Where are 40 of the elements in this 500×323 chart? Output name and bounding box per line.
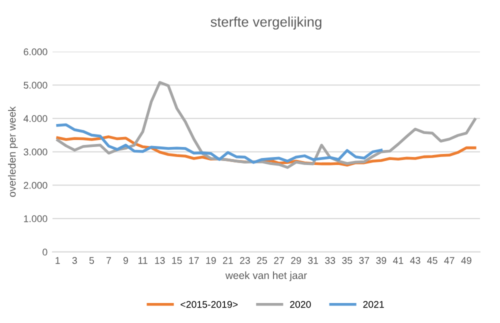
x-tick-label: 37 (359, 257, 370, 264)
legend-label: <2015-2019> (180, 301, 238, 308)
x-tick-label: 21 (223, 257, 233, 264)
chart-title: sterfte vergelijking (210, 16, 322, 30)
y-tick-label: 1.000 (24, 215, 48, 222)
x-tick-label: 27 (274, 257, 284, 264)
x-tick-label: 17 (189, 257, 199, 264)
x-tick-label: 39 (376, 257, 386, 264)
x-tick-label: 43 (410, 257, 420, 264)
x-tick-label: 5 (89, 257, 94, 264)
x-tick-label: 13 (155, 257, 165, 264)
x-tick-label: 11 (138, 257, 148, 264)
y-tick-label: 3.000 (24, 148, 48, 156)
y-tick-label: 2.000 (24, 182, 48, 189)
y-tick-label: 0 (42, 248, 48, 256)
x-tick-label: 23 (240, 257, 250, 264)
legend-label: 2021 (363, 301, 384, 308)
line-series (56, 80, 476, 169)
x-tick-label: 7 (106, 257, 111, 264)
x-tick-label: 45 (427, 257, 438, 264)
y-tick-label: 6.000 (24, 48, 48, 56)
x-tick-label: 31 (308, 257, 318, 264)
x-tick-label: 33 (325, 257, 336, 264)
legend-label: 2020 (290, 301, 311, 308)
y-tick-label: 4.000 (24, 115, 48, 122)
y-tick-label: 5.000 (24, 82, 48, 89)
y-axis-title: overleden per week (8, 106, 18, 197)
x-tick-label: 25 (257, 257, 267, 264)
x-tick-label: 29 (291, 257, 302, 264)
line-series (56, 123, 383, 164)
x-tick-label: 19 (206, 257, 216, 264)
x-tick-label: 49 (461, 257, 472, 264)
x-tick-label: 9 (123, 257, 128, 264)
x-axis-title: week van het jaar (225, 271, 307, 282)
x-tick-label: 1 (56, 257, 60, 264)
x-tick-label: 3 (72, 257, 77, 264)
x-tick-label: 35 (342, 257, 352, 264)
x-tick-label: 41 (393, 257, 404, 264)
x-tick-label: 47 (444, 257, 454, 264)
x-tick-label: 15 (172, 257, 182, 264)
